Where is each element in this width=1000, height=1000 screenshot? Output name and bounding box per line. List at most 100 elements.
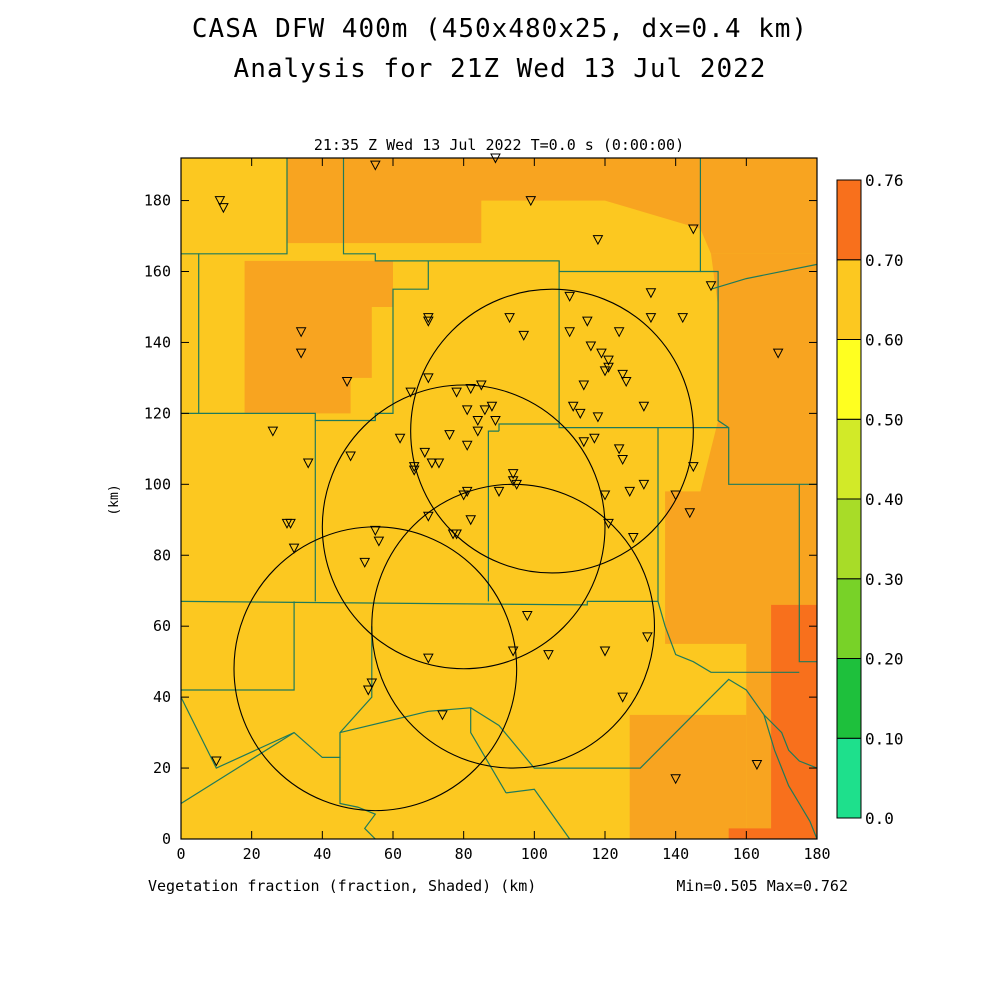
colorbar-segment <box>836 179 862 261</box>
colorbar-segment <box>836 578 862 659</box>
x-tick-label: 100 <box>521 845 548 863</box>
station-marker <box>472 415 484 427</box>
chart-subtitle: Analysis for 21Z Wed 13 Jul 2022 <box>233 54 767 84</box>
station-markers <box>211 153 784 785</box>
station-marker <box>408 462 420 473</box>
station-marker <box>645 288 657 299</box>
station-marker <box>433 458 445 469</box>
station-marker <box>465 384 477 395</box>
county-boundary <box>181 253 200 414</box>
station-marker <box>688 224 699 235</box>
y-tick-label: 20 <box>153 759 171 777</box>
county-boundary <box>498 260 560 432</box>
field-region-070-076 <box>728 604 817 839</box>
y-axis-label: (km) <box>107 484 122 515</box>
station-marker <box>426 458 438 469</box>
station-marker <box>592 412 604 423</box>
station-marker <box>461 440 473 451</box>
station-marker <box>603 362 614 373</box>
station-marker <box>564 291 575 302</box>
station-marker <box>295 327 307 338</box>
county-boundary <box>470 696 712 769</box>
station-marker <box>370 525 381 536</box>
county-boundary <box>710 678 818 769</box>
county-boundary <box>700 270 730 429</box>
station-marker <box>564 327 575 338</box>
station-marker <box>295 348 307 359</box>
station-marker <box>638 401 650 412</box>
station-marker <box>638 479 650 490</box>
colorbar-label: 0.50 <box>865 410 904 429</box>
station-marker <box>366 678 378 689</box>
station-marker <box>461 486 473 497</box>
y-tick-label: 60 <box>153 617 171 635</box>
county-boundary <box>710 263 818 290</box>
x-tick-label: 120 <box>591 845 618 863</box>
county-boundary <box>181 601 295 691</box>
colorbar-segment <box>836 658 862 739</box>
station-marker <box>479 405 491 416</box>
colorbar-segment <box>836 737 862 819</box>
plot-frame <box>180 157 818 840</box>
station-marker <box>507 646 519 657</box>
station-marker <box>603 518 614 529</box>
station-marker <box>504 313 515 324</box>
station-marker <box>451 387 462 398</box>
station-marker <box>645 313 657 324</box>
station-marker <box>423 511 434 522</box>
station-marker <box>627 533 639 544</box>
county-boundary <box>198 260 429 422</box>
station-marker <box>423 373 434 384</box>
county-boundaries <box>180 158 818 840</box>
station-marker <box>476 380 487 391</box>
county-boundary <box>180 732 295 805</box>
station-marker <box>341 376 353 388</box>
station-marker <box>458 490 469 501</box>
station-marker <box>567 401 579 412</box>
county-boundary <box>506 788 571 840</box>
county-boundary <box>198 158 288 255</box>
station-marker <box>461 405 473 416</box>
chart-title: CASA DFW 400m (450x480x25, dx=0.4 km) <box>191 14 809 44</box>
station-marker <box>486 401 498 412</box>
colorbar-segment <box>836 339 862 420</box>
footer-right: Min=0.505 Max=0.762 <box>676 877 848 895</box>
colorbar-segment <box>836 418 862 500</box>
station-marker <box>408 465 420 476</box>
x-tick-label: 80 <box>455 845 473 863</box>
x-tick-label: 140 <box>662 845 689 863</box>
footer-left: Vegetation fraction (fraction, Shaded) (… <box>148 877 536 895</box>
station-marker <box>507 476 519 487</box>
station-marker <box>599 490 611 501</box>
county-boundary <box>180 424 659 606</box>
station-marker <box>493 486 505 497</box>
x-tick-label: 160 <box>733 845 760 863</box>
station-marker <box>596 348 607 359</box>
station-marker <box>751 760 763 771</box>
y-tick-label: 160 <box>144 263 171 281</box>
station-marker <box>642 632 653 643</box>
county-boundary <box>657 601 800 673</box>
station-marker <box>345 451 356 462</box>
station-marker <box>511 479 522 490</box>
station-marker <box>423 316 434 327</box>
colorbar-label: 0.60 <box>865 331 904 350</box>
station-marker <box>624 486 636 497</box>
colorbar: 0.0 0.10 0.20 0.30 0.40 0.50 0.60 0.70 0.76 <box>836 171 904 828</box>
station-marker <box>677 313 689 324</box>
station-marker <box>592 235 604 246</box>
x-tick-label: 0 <box>176 845 185 863</box>
station-marker <box>688 462 699 473</box>
station-marker <box>423 653 434 664</box>
station-marker <box>603 355 614 366</box>
station-marker <box>373 536 385 547</box>
station-marker <box>211 756 222 767</box>
field-region-060-070 <box>244 260 393 414</box>
x-tick-label: 60 <box>384 845 402 863</box>
station-marker <box>490 415 501 427</box>
station-marker <box>521 611 533 622</box>
station-marker <box>684 508 696 519</box>
colorbar-label: 0.76 <box>865 171 904 190</box>
x-tick-label: 180 <box>803 845 830 863</box>
